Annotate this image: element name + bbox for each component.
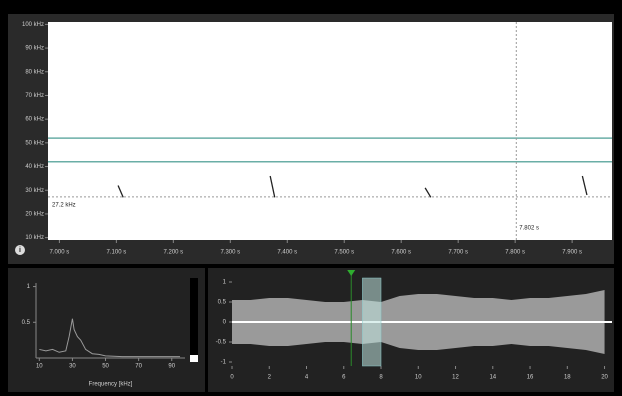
call-pulse — [269, 175, 276, 198]
y-tick-label: 90 kHz — [25, 46, 44, 52]
level-meter-fill — [190, 355, 198, 362]
cursor-y-label: 27.2 kHz — [52, 202, 76, 208]
info-icon-glyph: i — [19, 247, 21, 254]
call-pulse — [424, 187, 432, 198]
y-tick-label: 50 kHz — [25, 140, 44, 146]
x-tick-label: 50 — [102, 364, 109, 370]
x-tick-label: 7.900 s — [562, 250, 582, 256]
x-tick-label: 30 — [69, 364, 76, 370]
y-tick-label: 60 kHz — [25, 117, 44, 123]
waveform-envelope-lower — [232, 322, 605, 354]
y-tick-label: 80 kHz — [25, 69, 44, 75]
x-tick-label: 12 — [452, 375, 459, 381]
y-tick-label: 0.5 — [218, 300, 227, 306]
x-tick-label: 7.600 s — [391, 250, 411, 256]
x-tick-label: 7.800 s — [505, 250, 525, 256]
x-tick-label: 7.200 s — [163, 250, 183, 256]
y-tick-label: 1 — [27, 284, 31, 290]
spectrogram-plot[interactable] — [48, 22, 612, 240]
x-tick-label: 7.300 s — [220, 250, 240, 256]
y-tick-label: 20 kHz — [25, 212, 44, 218]
waveform-envelope-upper — [232, 290, 605, 322]
call-pulse — [117, 185, 124, 198]
spectrum-panel — [8, 268, 205, 392]
x-tick-label: 18 — [564, 375, 571, 381]
y-tick-label: -0.5 — [216, 340, 227, 346]
y-tick-label: 0 — [223, 320, 227, 326]
x-tick-label: 16 — [527, 375, 534, 381]
spectrum-line — [39, 318, 181, 358]
x-tick-label: 4 — [305, 375, 309, 381]
x-tick-label: 10 — [415, 375, 422, 381]
call-pulse — [581, 175, 588, 196]
x-tick-label: 7.700 s — [448, 250, 468, 256]
playhead-marker — [347, 270, 356, 276]
y-tick-label: -1 — [221, 360, 227, 366]
x-tick-label: 7.000 s — [50, 250, 70, 256]
x-tick-label: 7.400 s — [277, 250, 297, 256]
x-tick-label: 7.100 s — [107, 250, 127, 256]
x-tick-label: 70 — [135, 364, 142, 370]
y-tick-label: 1 — [223, 280, 227, 286]
x-tick-label: 6 — [342, 375, 346, 381]
x-tick-label: 20 — [601, 375, 608, 381]
x-tick-label: 14 — [489, 375, 496, 381]
y-tick-label: 70 kHz — [25, 93, 44, 99]
x-tick-label: 2 — [268, 375, 272, 381]
selection — [362, 277, 382, 367]
x-tick-label: 10 — [36, 364, 43, 370]
y-tick-label: 100 kHz — [22, 22, 44, 28]
y-tick-label: 0.5 — [22, 320, 31, 326]
x-axis-label: Frequency [kHz] — [89, 382, 133, 388]
x-tick-label: 7.500 s — [334, 250, 354, 256]
info-icon[interactable] — [15, 245, 25, 255]
x-tick-label: 90 — [168, 364, 175, 370]
x-tick-label: 8 — [379, 375, 383, 381]
level-meter — [190, 278, 198, 362]
y-tick-label: 40 kHz — [25, 164, 44, 170]
cursor-x-label: 7.802 s — [519, 226, 539, 232]
y-tick-label: 10 kHz — [25, 235, 44, 241]
y-tick-label: 30 kHz — [25, 188, 44, 194]
x-tick-label: 0 — [230, 375, 234, 381]
